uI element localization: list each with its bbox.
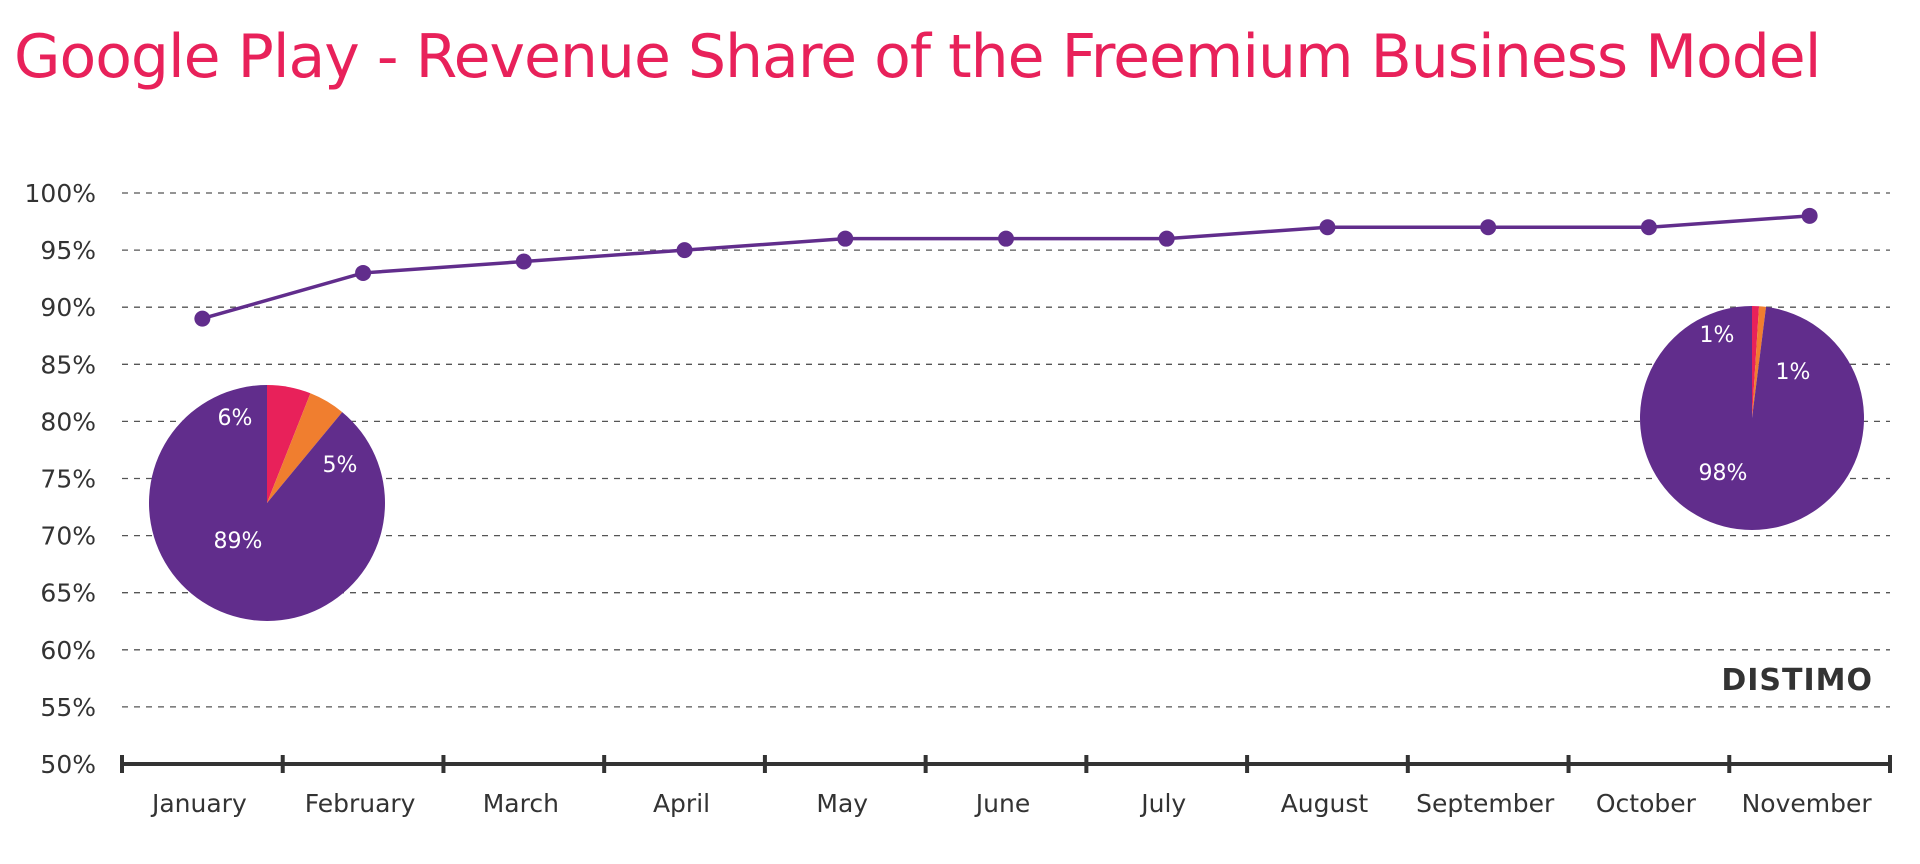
x-tick-label: June xyxy=(974,789,1030,818)
y-tick-label: 80% xyxy=(40,407,96,436)
chart-title: Google Play - Revenue Share of the Freem… xyxy=(14,22,1821,92)
y-tick-label: 90% xyxy=(40,293,96,322)
pie-insets: 6% 5% 89% 1% 1% 98% xyxy=(148,306,1865,621)
x-tick-label: April xyxy=(653,789,710,818)
data-point xyxy=(515,253,532,270)
data-point xyxy=(1319,219,1336,236)
x-tick-label: May xyxy=(816,789,868,818)
y-tick-label: 60% xyxy=(40,636,96,665)
data-point xyxy=(1480,219,1497,236)
x-tick-label: March xyxy=(483,789,559,818)
y-axis-ticks: 50% 55% 60% 65% 70% 75% 80% 85% 90% 95% 100% xyxy=(25,179,96,779)
data-point xyxy=(998,230,1014,247)
pie-slice-label: 5% xyxy=(323,453,358,478)
series-line xyxy=(194,207,1818,327)
y-tick-label: 85% xyxy=(40,350,96,379)
data-point xyxy=(676,242,693,259)
x-tick-label: July xyxy=(1139,789,1186,818)
pie-slice-label: 6% xyxy=(218,406,253,431)
pie-slice-label: 1% xyxy=(1776,360,1811,385)
data-point xyxy=(194,310,211,327)
pie-january: 6% 5% 89% xyxy=(148,385,385,621)
x-axis-ticks: January February March April May June July Augu… xyxy=(150,789,1872,818)
pie-slice-label: 1% xyxy=(1700,323,1735,348)
x-tick-label: February xyxy=(305,789,416,818)
x-tick-label: August xyxy=(1281,789,1369,818)
pie-slice xyxy=(1752,306,1760,418)
x-tick-label: October xyxy=(1596,789,1697,818)
pie-slice xyxy=(1640,306,1865,530)
y-tick-label: 75% xyxy=(40,465,96,494)
data-point xyxy=(1801,207,1818,224)
y-tick-label: 100% xyxy=(25,179,96,208)
x-tick-label: November xyxy=(1742,789,1873,818)
x-axis xyxy=(120,755,1892,773)
data-point xyxy=(1158,230,1175,247)
pie-slice-label: 89% xyxy=(214,529,263,554)
y-tick-label: 50% xyxy=(40,750,96,779)
y-tick-label: 70% xyxy=(40,522,96,551)
pie-slice xyxy=(148,385,385,621)
pie-slice xyxy=(267,385,311,503)
pie-november: 1% 1% 98% xyxy=(1640,306,1865,530)
data-point xyxy=(355,264,372,281)
distimo-logo: DISTIMO xyxy=(1721,663,1873,698)
x-tick-label: September xyxy=(1416,789,1555,818)
y-tick-label: 65% xyxy=(40,579,96,608)
pie-slice xyxy=(267,393,343,503)
x-tick-label: January xyxy=(150,789,247,818)
data-point xyxy=(1640,219,1657,236)
y-tick-label: 95% xyxy=(40,236,96,265)
y-tick-label: 55% xyxy=(40,693,96,722)
pie-slice-label: 98% xyxy=(1699,461,1748,486)
data-point xyxy=(837,230,854,247)
pie-slice xyxy=(1752,306,1767,418)
